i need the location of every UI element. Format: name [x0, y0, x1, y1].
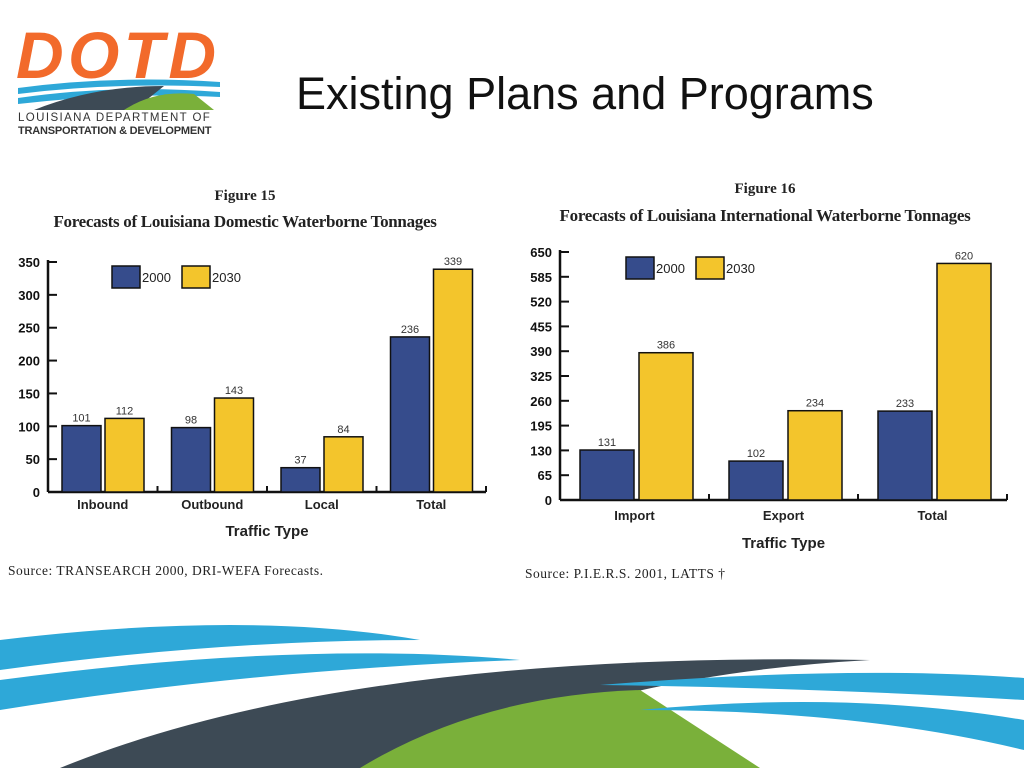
data-label: 339: [444, 256, 462, 268]
legend-label: 2030: [212, 270, 241, 285]
data-label: 234: [806, 398, 824, 410]
figure-16-source: Source: P.I.E.R.S. 2001, LATTS †: [525, 566, 726, 581]
y-tick-label: 0: [33, 485, 40, 500]
y-tick-label: 520: [530, 295, 552, 310]
y-tick-label: 65: [538, 468, 552, 483]
category-label: Export: [763, 508, 805, 523]
bar-2030: [787, 409, 843, 501]
x-axis-label: Traffic Type: [742, 535, 825, 552]
page-title: Existing Plans and Programs: [296, 68, 874, 119]
y-tick-label: 195: [530, 419, 552, 434]
bar-2030: [104, 417, 145, 493]
bar-2000: [61, 424, 102, 493]
y-tick-label: 130: [530, 443, 552, 458]
category-label: Total: [416, 497, 446, 512]
figure-16-title: Forecasts of Louisiana International Wat…: [559, 206, 971, 225]
bar-2000: [170, 426, 212, 493]
legend-label: 2030: [726, 261, 755, 276]
data-label: 84: [337, 424, 349, 436]
category-label: Local: [305, 497, 339, 512]
y-tick-label: 350: [18, 255, 40, 270]
bar-2030: [432, 268, 474, 493]
x-axis-label: Traffic Type: [225, 523, 308, 540]
y-tick-label: 300: [18, 288, 40, 303]
logo-line2: TRANSPORTATION & DEVELOPMENT: [18, 125, 212, 137]
legend-swatch-2030: [181, 265, 211, 289]
bar-2030: [936, 262, 992, 501]
bar-2000: [280, 466, 321, 493]
y-tick-label: 100: [18, 419, 40, 434]
bar-2000: [579, 449, 635, 501]
y-tick-label: 585: [530, 270, 552, 285]
data-label: 102: [747, 448, 765, 460]
chart-international: 0 65 130 195 260 325 390 455 520 585 650 Import 131 3…: [530, 245, 1008, 552]
legend-swatch-2000: [625, 256, 655, 280]
data-label: 620: [955, 250, 973, 262]
bar-2030: [638, 351, 694, 501]
y-tick-label: 260: [530, 394, 552, 409]
data-label: 98: [185, 415, 197, 427]
data-label: 236: [401, 324, 419, 336]
y-tick-label: 250: [18, 321, 40, 336]
logo-line1: LOUISIANA DEPARTMENT OF: [18, 112, 212, 124]
chart-domestic: 0 50 100 150 200 250 300 350 Inbound 101 112 Outbou…: [18, 255, 487, 540]
figure-15-label: Figure 15: [214, 188, 276, 204]
svg-text:DOTD: DOTD: [16, 20, 216, 92]
y-tick-label: 150: [18, 386, 40, 401]
decorative-swoosh: [0, 625, 1024, 768]
bar-2030: [323, 436, 364, 493]
bar-2000: [389, 336, 431, 493]
data-label: 131: [598, 437, 616, 449]
legend-swatch-2000: [111, 265, 141, 289]
data-label: 143: [225, 385, 243, 397]
y-tick-label: 455: [530, 319, 552, 334]
category-label: Outbound: [181, 497, 243, 512]
y-tick-label: 390: [530, 344, 552, 359]
y-tick-label: 650: [530, 245, 552, 260]
category-label: Total: [917, 508, 947, 523]
bar-2000: [877, 410, 933, 501]
dotd-logo: DOTD LOUISIANA DEPARTMENT OF TRANSPORTAT…: [14, 18, 224, 140]
legend-label: 2000: [656, 261, 685, 276]
y-tick-label: 200: [18, 354, 40, 369]
data-label: 37: [294, 455, 306, 467]
bar-2030: [213, 397, 255, 493]
legend-swatch-2030: [695, 256, 725, 280]
figure-16-label: Figure 16: [734, 181, 796, 197]
data-label: 233: [896, 398, 914, 410]
y-tick-label: 0: [545, 493, 552, 508]
y-tick-label: 325: [530, 369, 552, 384]
data-label: 101: [72, 413, 90, 425]
category-label: Inbound: [77, 497, 128, 512]
figure-15-title: Forecasts of Louisiana Domestic Waterbor…: [53, 212, 437, 231]
data-label: 386: [657, 340, 675, 352]
data-label: 112: [116, 405, 134, 417]
legend-label: 2000: [142, 270, 171, 285]
figure-15-source: Source: TRANSEARCH 2000, DRI-WEFA Foreca…: [8, 563, 324, 578]
category-label: Import: [614, 508, 655, 523]
y-tick-label: 50: [26, 452, 40, 467]
bar-2000: [728, 460, 784, 501]
